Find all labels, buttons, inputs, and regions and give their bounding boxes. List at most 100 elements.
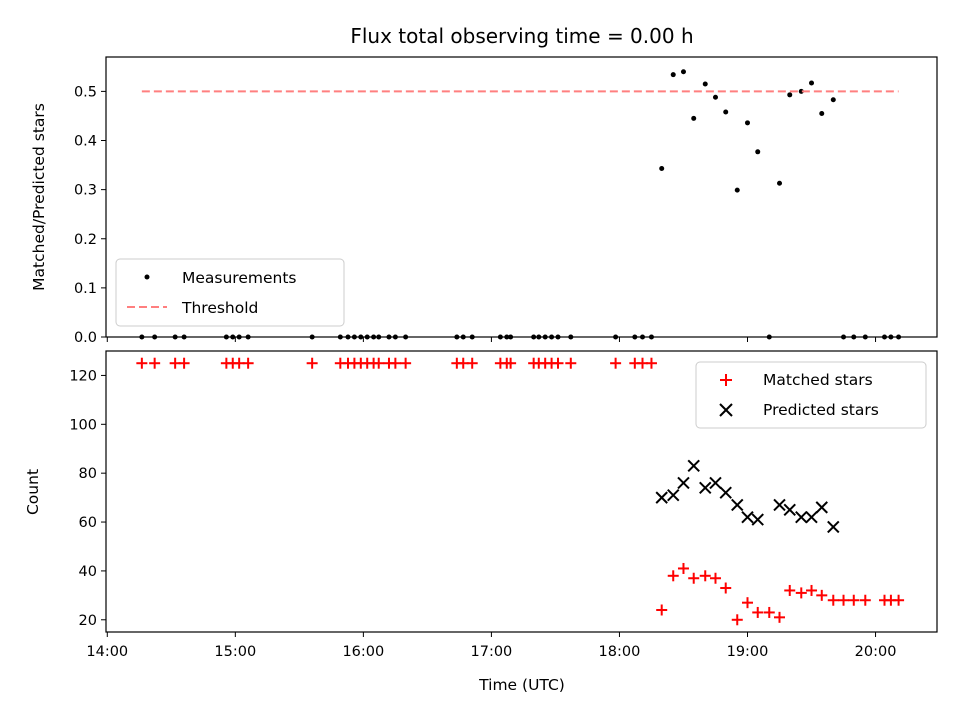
measurements-point [787, 92, 793, 98]
matched-stars-point [677, 562, 689, 574]
measurements-point [830, 97, 836, 103]
measurements-point [819, 110, 825, 116]
measurements-point [723, 109, 729, 115]
chart-title: Flux total observing time = 0.00 h [350, 24, 693, 48]
matched-stars-point [306, 357, 318, 369]
measurements-point [809, 80, 815, 86]
matched-stars-point [731, 614, 743, 626]
count-y-tick-label: 120 [69, 368, 97, 384]
ratio-legend: Measurements Threshold [115, 258, 345, 327]
matched-stars-point [838, 594, 850, 606]
x-tick-label: 19:00 [727, 644, 769, 660]
matched-stars-point [149, 357, 161, 369]
legend-predicted-label: Predicted stars [763, 401, 879, 419]
ratio-y-tick-label: 0.0 [74, 330, 97, 346]
count-y-tick-label: 80 [79, 466, 97, 482]
predicted-stars-point [699, 481, 712, 495]
x-tick-label: 14:00 [86, 644, 128, 660]
ratio-y-tick-label: 0.3 [74, 183, 97, 199]
measurements-point [777, 180, 783, 186]
ratio-panel: 0.0 0.1 0.2 0.3 0.4 0.5 Matched/Predicted sta… [30, 56, 938, 346]
legend-threshold-label: Threshold [181, 299, 258, 317]
matched-stars-point [752, 606, 764, 618]
matched-stars-point [827, 594, 839, 606]
matched-stars-point [806, 584, 818, 596]
count-marks [136, 357, 905, 626]
x-tick-label: 16:00 [342, 644, 384, 660]
ratio-y-tick-label: 0.2 [74, 232, 97, 248]
count-y-tick-label: 60 [79, 515, 97, 531]
matched-stars-point [373, 357, 385, 369]
legend-predicted-marker [719, 403, 733, 417]
count-x-ticks: 14:00 15:00 16:00 17:00 18:00 19:00 20:00 [86, 632, 896, 660]
legend-measurements-marker [144, 274, 150, 280]
legend-matched-marker [720, 374, 732, 386]
ratio-y-tick-label: 0.5 [74, 84, 97, 100]
ratio-y-ticks: 0.0 0.1 0.2 0.3 0.4 0.5 [74, 84, 106, 346]
matched-stars-point [699, 570, 711, 582]
predicted-stars-point [773, 498, 786, 512]
ratio-axes-frame [105, 56, 938, 338]
ratio-y-tick-label: 0.1 [74, 281, 97, 297]
matched-stars-point [688, 572, 700, 584]
measurements-point [659, 166, 665, 172]
x-axis-label: Time (UTC) [478, 676, 565, 694]
predicted-stars-point [741, 510, 754, 524]
legend-measurements-label: Measurements [182, 269, 297, 287]
matched-stars-point [816, 589, 828, 601]
predicted-stars-point [667, 488, 680, 502]
predicted-stars-point [795, 510, 808, 524]
matched-stars-point [242, 357, 254, 369]
matched-stars-point [178, 357, 190, 369]
predicted-stars-point [783, 503, 796, 517]
matched-stars-point [709, 572, 721, 584]
ratio-marks [139, 69, 902, 340]
predicted-stars-point [709, 476, 722, 490]
matched-stars-point [505, 357, 517, 369]
x-tick-label: 15:00 [214, 644, 256, 660]
matched-stars-point [656, 604, 668, 616]
predicted-stars-point [815, 501, 828, 514]
matched-stars-point [741, 597, 753, 609]
matched-stars-point [893, 594, 905, 606]
measurements-point [798, 88, 804, 94]
x-tick-label: 17:00 [471, 644, 513, 660]
legend-matched-label: Matched stars [763, 371, 873, 389]
predicted-stars-point [719, 486, 732, 499]
matched-stars-point [645, 357, 657, 369]
measurements-point [691, 115, 697, 121]
matched-stars-point [784, 584, 796, 596]
measurements-point [744, 120, 750, 126]
matched-stars-point [848, 594, 860, 606]
matched-stars-point [552, 357, 564, 369]
count-y-tick-label: 100 [69, 417, 97, 433]
predicted-stars-point [827, 520, 840, 534]
matched-stars-point [667, 570, 679, 582]
matched-stars-point [859, 594, 871, 606]
predicted-stars-point [805, 510, 818, 524]
measurements-point [702, 81, 708, 87]
matched-stars-point [389, 357, 401, 369]
matched-stars-point [136, 357, 148, 369]
count-y-tick-label: 40 [79, 564, 97, 580]
matched-stars-point [565, 357, 577, 369]
count-legend: Matched stars Predicted stars [695, 361, 927, 429]
ratio-y-axis-label: Matched/Predicted stars [30, 103, 48, 291]
predicted-stars-point [731, 498, 744, 512]
measurements-point [712, 94, 718, 100]
matched-stars-point [720, 582, 732, 594]
measurements-point [680, 69, 686, 75]
matched-stars-point [763, 606, 775, 618]
count-y-ticks: 20 40 60 80 100 120 [69, 368, 106, 629]
predicted-stars-point [751, 513, 764, 526]
count-y-tick-label: 20 [79, 613, 97, 629]
matched-stars-point [400, 357, 412, 369]
ratio-x-ticks [106, 337, 877, 342]
ratio-y-tick-label: 0.4 [74, 134, 97, 150]
predicted-stars-point [677, 476, 690, 490]
predicted-stars-point [687, 459, 700, 473]
x-tick-label: 18:00 [599, 644, 641, 660]
count-y-axis-label: Count [24, 469, 42, 515]
measurements-point [734, 187, 740, 193]
